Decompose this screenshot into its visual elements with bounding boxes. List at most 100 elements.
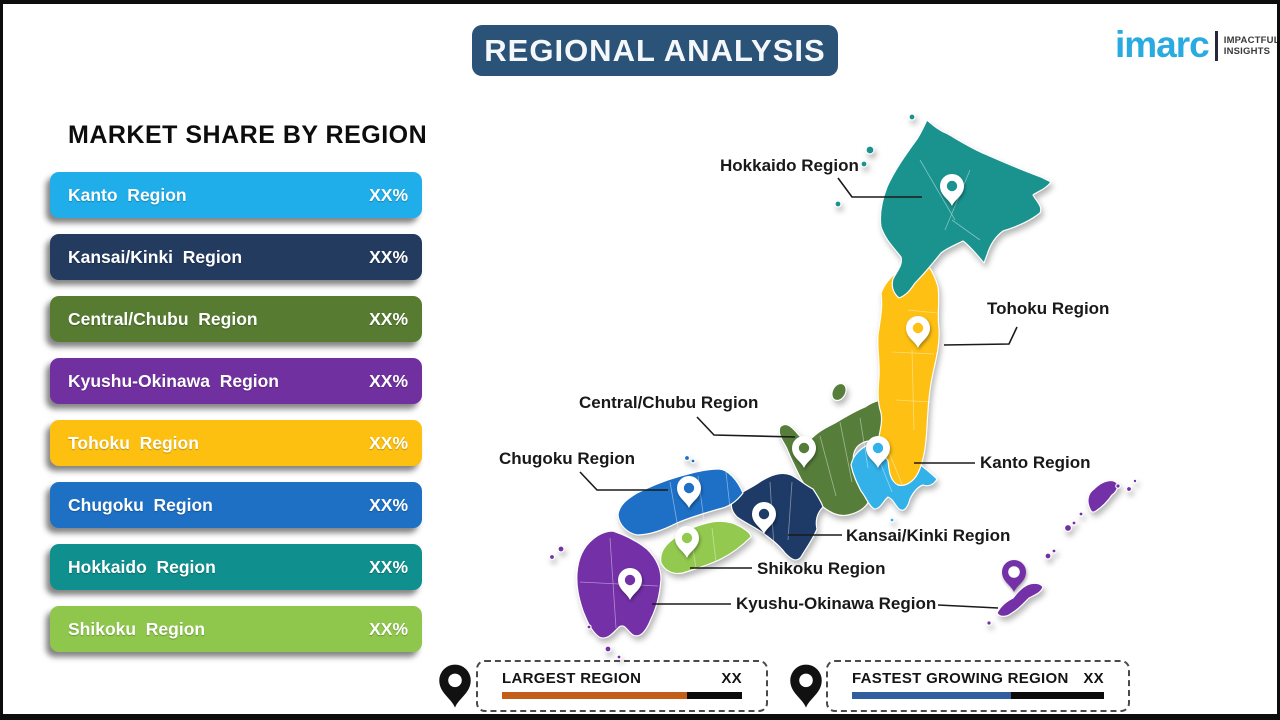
fastest-growing-bar [852, 692, 1104, 699]
imarc-logo: imarc IMPACTFUL INSIGHTS [1115, 24, 1280, 65]
largest-region-value: XX [721, 670, 742, 687]
largest-region-box: LARGEST REGION XX [476, 660, 768, 712]
region-kyushu-island [548, 553, 556, 561]
map-pin-okinawa [1002, 560, 1026, 592]
callout-lines [579, 177, 1018, 609]
region-hokkaido-island [865, 145, 875, 155]
market-share-bar-1: Kanto Region XX% [50, 172, 422, 218]
map-pin-chugoku [677, 476, 701, 508]
map-pin-chubu [792, 436, 816, 468]
market-share-bar-4: Kyushu-Okinawa Region XX% [50, 358, 422, 404]
callout-hokkaido [837, 177, 922, 198]
map-label-shikoku: Shikoku Region [757, 559, 886, 578]
map-label-chugoku: Chugoku Region [499, 449, 635, 468]
market-share-bar-5: Tohoku Region XX% [50, 420, 422, 466]
map-pin-tohoku [906, 316, 930, 348]
region-kyushu-island [604, 645, 612, 653]
region-okinawa-islet [1044, 552, 1052, 560]
prefecture-lines [579, 159, 981, 629]
region-bar-label: Central/Chubu Region [68, 308, 258, 329]
title-banner: REGIONAL ANALYSIS [472, 25, 838, 76]
region-shikoku [660, 520, 752, 575]
region-bar-value: XX% [369, 184, 408, 205]
market-share-bar-8: Shikoku Region XX% [50, 606, 422, 652]
fastest-growing-label: FASTEST GROWING REGION [852, 670, 1069, 687]
callout-chubu [696, 416, 796, 438]
region-hokkaido [879, 119, 1052, 299]
region-bar-value: XX% [369, 308, 408, 329]
japan-map-svg [548, 113, 1138, 660]
map-label-kyushu: Kyushu-Okinawa Region [736, 594, 937, 613]
region-bar-value: XX% [369, 618, 408, 639]
region-okinawa-main [996, 582, 1044, 617]
region-bar-label: Shikoku Region [68, 618, 206, 639]
page-title: REGIONAL ANALYSIS [484, 32, 826, 68]
region-bar-label: Kansai/Kinki Region [68, 246, 243, 267]
region-kansai [730, 472, 824, 561]
region-bar-label: Kanto Region [68, 184, 187, 205]
region-bar-value: XX% [369, 432, 408, 453]
region-okinawa-islet [1115, 483, 1121, 489]
region-bar-label: Hokkaido Region [68, 556, 216, 577]
logo-divider [1214, 30, 1218, 61]
map-pin-kyushu [618, 568, 642, 600]
region-okinawa-islet [986, 620, 992, 626]
map-label-kanto: Kanto Region [980, 453, 1091, 472]
map-pin-kansai [752, 502, 776, 534]
region-okinawa-islet [1078, 511, 1084, 517]
market-share-bar-7: Hokkaido Region XX% [50, 544, 422, 590]
region-chugoku-oki-island [690, 458, 696, 464]
callout-kyushu-right [937, 604, 999, 609]
region-hokkaido-island [834, 200, 842, 208]
region-bar-label: Kyushu-Okinawa Region [68, 370, 279, 391]
region-hokkaido-island [860, 160, 868, 168]
map-pin-kanto [866, 436, 890, 468]
region-okinawa-islet [1051, 548, 1057, 554]
largest-region-label: LARGEST REGION [502, 670, 642, 687]
logo-tagline: IMPACTFUL INSIGHTS [1223, 34, 1280, 57]
fastest-growing-value: XX [1083, 670, 1104, 687]
region-bar-value: XX% [369, 494, 408, 515]
region-okinawa-islet [1125, 485, 1133, 493]
market-share-bar-6: Chugoku Region XX% [50, 482, 422, 528]
region-kyushu-island [557, 545, 565, 553]
market-share-bar-2: Kansai/Kinki Region XX% [50, 234, 422, 280]
region-bar-label: Tohoku Region [68, 432, 199, 453]
map-pin-shikoku [675, 526, 699, 558]
region-kyushu-island [586, 624, 592, 630]
map-regions [548, 113, 1138, 660]
map-label-chubu: Central/Chubu Region [579, 393, 759, 412]
callout-chugoku [579, 471, 668, 491]
region-chubu-sado-island [831, 382, 847, 402]
map-pin-hokkaido [940, 174, 964, 206]
largest-region-bar [502, 692, 742, 699]
market-share-bar-3: Central/Chubu Region XX% [50, 296, 422, 342]
fastest-growing-pin-icon [790, 664, 822, 708]
imarc-brand: imarc [1115, 24, 1210, 65]
largest-region-pin-icon [439, 664, 471, 708]
map-label-hokkaido: Hokkaido Region [720, 156, 859, 175]
map-pins [618, 174, 1026, 600]
region-okinawa-amami [1087, 479, 1119, 513]
fastest-growing-bar-fill [852, 692, 1011, 699]
region-bar-value: XX% [369, 246, 408, 267]
region-bar-value: XX% [369, 556, 408, 577]
market-share-heading: MARKET SHARE BY REGION [68, 121, 428, 149]
region-bar-value: XX% [369, 370, 408, 391]
region-okinawa-islet [1071, 520, 1077, 526]
region-kanto-island [889, 517, 895, 523]
region-chugoku [617, 468, 744, 536]
region-chugoku-oki-island [683, 454, 691, 462]
map-label-kansai: Kansai/Kinki Region [846, 526, 1011, 545]
map-label-tohoku: Tohoku Region [987, 299, 1110, 318]
callout-tohoku [943, 326, 1018, 346]
market-share-bars: Kanto Region XX% Kansai/Kinki Region XX%… [50, 172, 422, 668]
largest-region-bar-fill [502, 692, 687, 699]
region-hokkaido-island [908, 113, 916, 121]
region-kyushu-island [616, 654, 622, 660]
japan-map: Hokkaido Region Tohoku Region Central/Ch… [440, 100, 1180, 670]
region-okinawa-islet [1063, 523, 1073, 533]
region-bar-label: Chugoku Region [68, 494, 213, 515]
fastest-growing-box: FASTEST GROWING REGION XX [826, 660, 1130, 712]
